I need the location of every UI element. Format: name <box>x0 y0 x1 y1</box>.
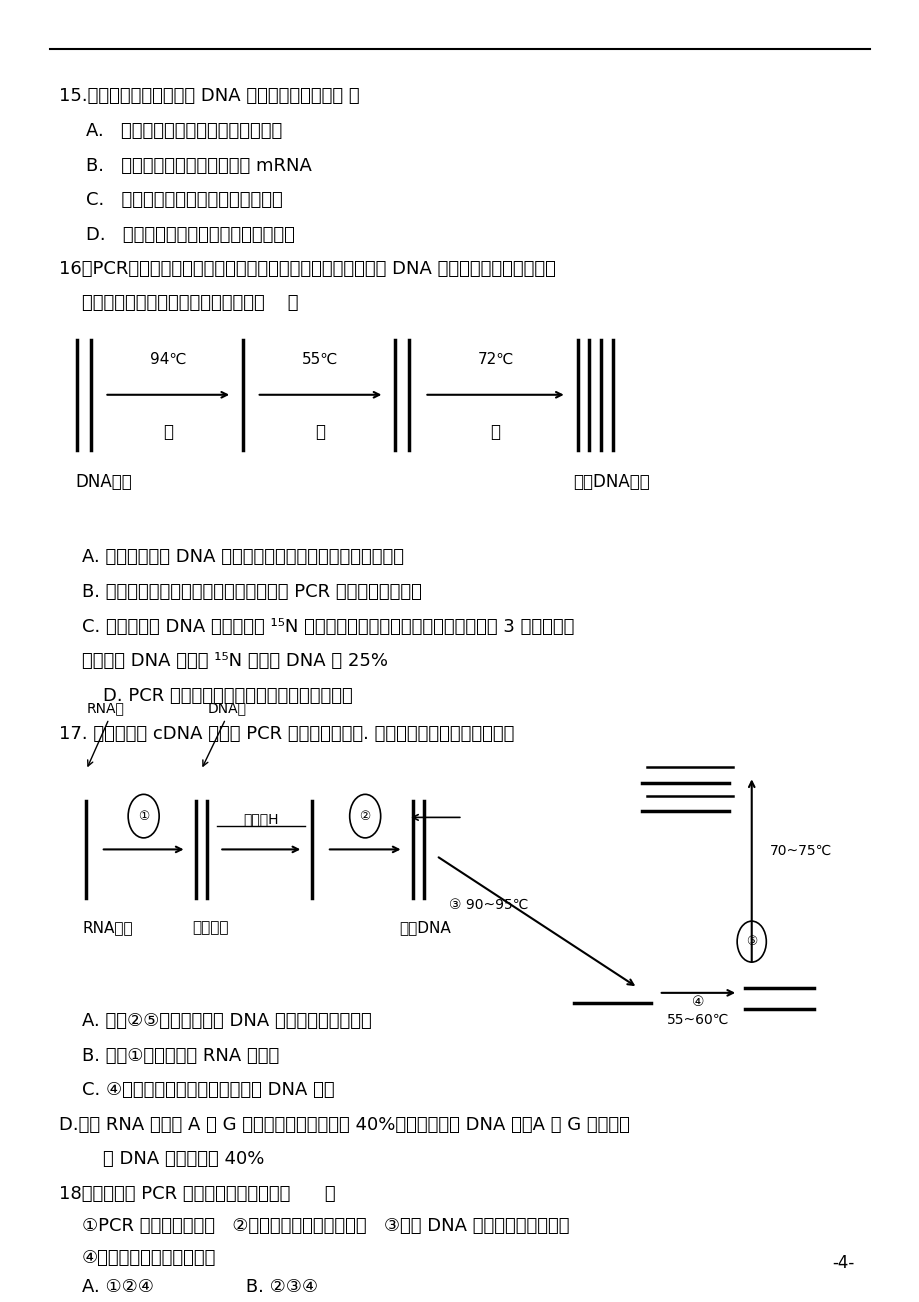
Text: D.如果 RNA 单链中 A 与 G 之和占该链碱基含量的 40%，则一个双链 DNA 中，A 与 G 之和也占: D.如果 RNA 单链中 A 与 G 之和占该链碱基含量的 40%，则一个双链 … <box>59 1116 630 1134</box>
Text: A. ①②④                B. ②③④: A. ①②④ B. ②③④ <box>82 1279 317 1297</box>
Text: 55~60℃: 55~60℃ <box>666 1013 729 1027</box>
Text: ⑤: ⑤ <box>745 935 756 948</box>
Text: 72℃: 72℃ <box>477 352 513 367</box>
Text: B. 丙过程用到的酶在高温下失活，因此在 PCR 扩增时需要再添加: B. 丙过程用到的酶在高温下失活，因此在 PCR 扩增时需要再添加 <box>82 583 421 602</box>
Text: DNA链: DNA链 <box>208 700 246 715</box>
Text: 图表示合成过程。下列说法错误的是（    ）: 图表示合成过程。下列说法错误的是（ ） <box>82 293 298 311</box>
Text: 94℃: 94℃ <box>150 352 187 367</box>
Text: 该 DNA 碱基含量的 40%: 该 DNA 碱基含量的 40% <box>103 1151 264 1168</box>
Text: C. 如果把模板 DNA 的两条链用 ¹⁵N 标记，游离的脱氧核苷酸不做标记，循环 3 次后，在形: C. 如果把模板 DNA 的两条链用 ¹⁵N 标记，游离的脱氧核苷酸不做标记，循… <box>82 617 573 635</box>
Text: A. 催化②⑤过程的酶都是 DNA 聚合酶，都能耐高温: A. 催化②⑤过程的酶都是 DNA 聚合酶，都能耐高温 <box>82 1012 371 1030</box>
Text: 乙: 乙 <box>315 423 325 441</box>
Text: ①PCR 是一种酶促反应   ②引物决定了扩增的特异性   ③扩增 DNA 利用了热变性的原理: ①PCR 是一种酶促反应 ②引物决定了扩增的特异性 ③扩增 DNA 利用了热变性… <box>82 1217 569 1236</box>
Text: A.   检测目的基因是否导入了受体细胞: A. 检测目的基因是否导入了受体细胞 <box>86 122 282 141</box>
Text: C.   检测目的基因是否翻译合成蛋白质: C. 检测目的基因是否翻译合成蛋白质 <box>86 191 283 210</box>
Text: 甲: 甲 <box>163 423 173 441</box>
Text: D.   快速灵敏地检测饮用水中病毒的含量: D. 快速灵敏地检测饮用水中病毒的含量 <box>86 225 295 243</box>
Text: D. PCR 中由碱基错配引起的变异属于基因突变: D. PCR 中由碱基错配引起的变异属于基因突变 <box>103 686 352 704</box>
Text: 55℃: 55℃ <box>302 352 338 367</box>
Text: ①: ① <box>138 810 149 823</box>
Text: 70~75℃: 70~75℃ <box>769 844 832 858</box>
Text: 18、下列关于 PCR 的描述中，正确的是（      ）: 18、下列关于 PCR 的描述中，正确的是（ ） <box>59 1185 335 1203</box>
Text: ③ 90~95℃: ③ 90~95℃ <box>448 897 528 911</box>
Text: RNA链: RNA链 <box>86 700 124 715</box>
Text: RNA单链: RNA单链 <box>83 919 133 935</box>
Text: C. ④过程发生的变化是引物与单链 DNA 结合: C. ④过程发生的变化是引物与单链 DNA 结合 <box>82 1081 334 1099</box>
Text: ④: ④ <box>691 996 704 1009</box>
Text: 核酸酶H: 核酸酶H <box>244 812 278 827</box>
Text: A. 甲过程高温使 DNA 变性解旋，该过程不需要解旋酶的作用: A. 甲过程高温使 DNA 变性解旋，该过程不需要解旋酶的作用 <box>82 548 403 566</box>
Text: 15.下列技术中，不是依据 DNA 分子杂交原理的是（ ）: 15.下列技术中，不是依据 DNA 分子杂交原理的是（ ） <box>59 87 359 105</box>
Text: B.   检测目的基因是否转录出了 mRNA: B. 检测目的基因是否转录出了 mRNA <box>86 156 312 174</box>
Text: 丙: 丙 <box>490 423 500 441</box>
Text: 16、PCR（多聚酶链式反应）技术是一项在生物体外复制特定的 DNA 片段的核酸合成技术，如: 16、PCR（多聚酶链式反应）技术是一项在生物体外复制特定的 DNA 片段的核酸… <box>59 260 555 279</box>
Text: 17. 以下为形成 cDNA 过程和 PCR 扩增过程示意图. 据图分析，下列说法正确的是: 17. 以下为形成 cDNA 过程和 PCR 扩增过程示意图. 据图分析，下列说… <box>59 725 514 743</box>
Text: 杂交双链: 杂交双链 <box>192 919 228 935</box>
Text: 成的子代 DNA 中含有 ¹⁵N 标记的 DNA 占 25%: 成的子代 DNA 中含有 ¹⁵N 标记的 DNA 占 25% <box>82 652 387 671</box>
Text: ②: ② <box>359 810 370 823</box>
Text: -4-: -4- <box>831 1254 853 1272</box>
Text: 双链DNA: 双链DNA <box>399 919 450 935</box>
Text: B. 催化①过程的酶是 RNA 聚合酶: B. 催化①过程的酶是 RNA 聚合酶 <box>82 1047 278 1065</box>
Text: ④扩增的对象是氨基酸序列: ④扩增的对象是氨基酸序列 <box>82 1249 216 1267</box>
Text: 两个DNA分子: 两个DNA分子 <box>573 473 649 491</box>
Text: DNA样品: DNA样品 <box>75 473 132 491</box>
